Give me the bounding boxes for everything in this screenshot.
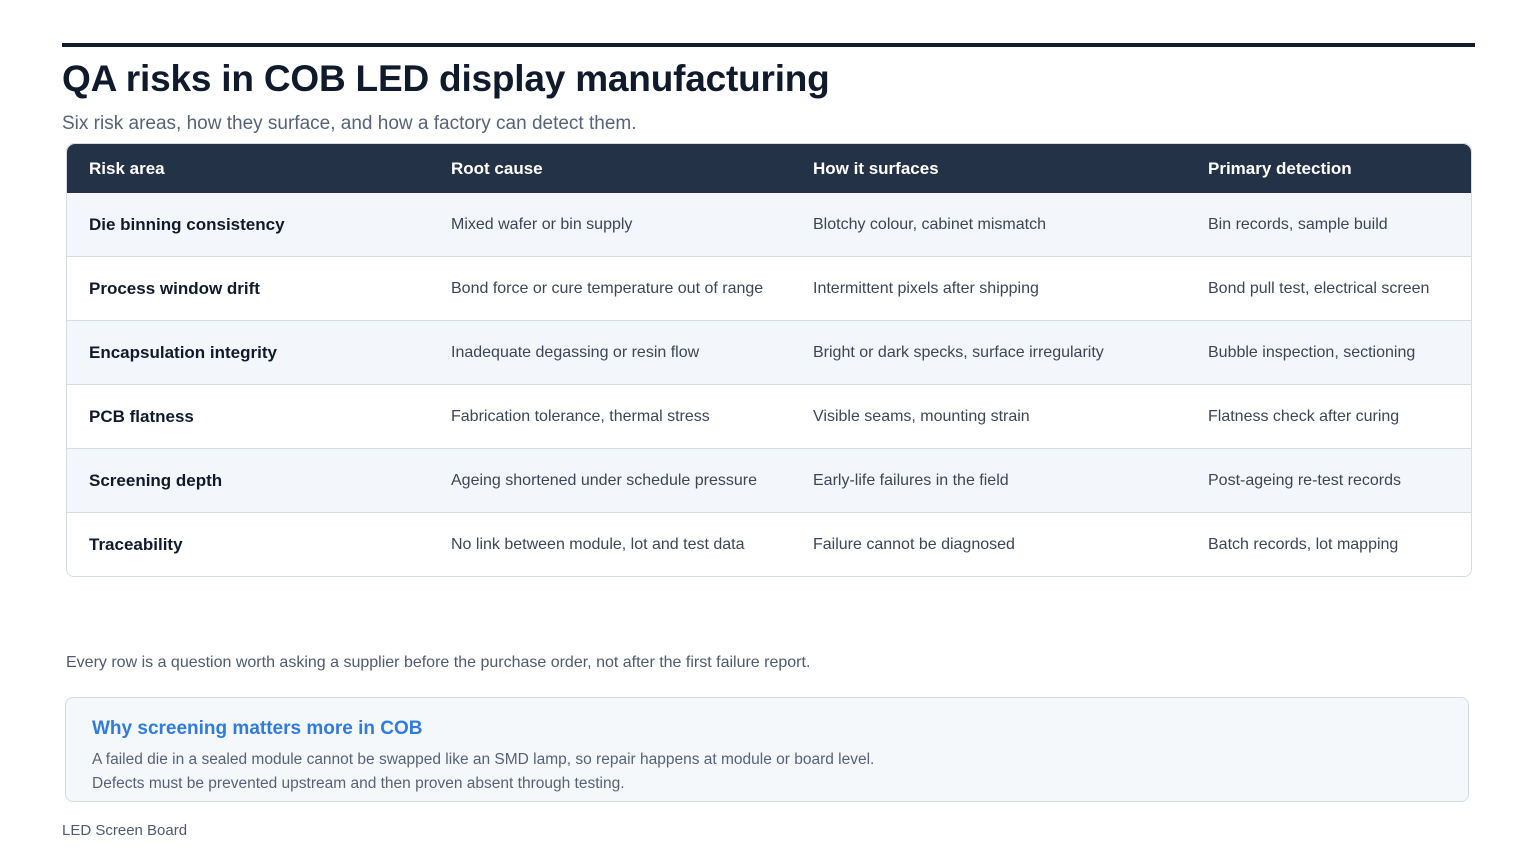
cell-primary-detection: Flatness check after curing	[1208, 407, 1400, 425]
callout-text-line: A failed die in a sealed module cannot b…	[92, 751, 875, 768]
table-row: Screening depth Ageing shortened under s…	[67, 448, 1471, 512]
cell-primary-detection: Bin records, sample build	[1208, 215, 1388, 233]
table-row: Process window drift Bond force or cure …	[67, 256, 1471, 320]
cell-primary-detection: Post-ageing re-test records	[1208, 471, 1401, 489]
cell-risk-area: PCB flatness	[89, 406, 194, 426]
brand-footer: LED Screen Board	[62, 822, 188, 839]
table-row: Die binning consistency Mixed wafer or b…	[67, 193, 1471, 256]
cell-how-it-surfaces: Failure cannot be diagnosed	[813, 535, 1015, 553]
cell-how-it-surfaces: Early-life failures in the field	[813, 471, 1009, 489]
risk-table: Risk area Root cause How it surfaces Pri…	[66, 143, 1472, 577]
table-row: PCB flatness Fabrication tolerance, ther…	[67, 384, 1471, 448]
cell-risk-area: Encapsulation integrity	[89, 342, 277, 362]
cell-root-cause: Inadequate degassing or resin flow	[451, 343, 700, 361]
cell-root-cause: Fabrication tolerance, thermal stress	[451, 407, 710, 425]
table-row: Traceability No link between module, lot…	[67, 512, 1471, 576]
cell-risk-area: Traceability	[89, 534, 183, 554]
column-header-risk-area: Risk area	[89, 158, 165, 178]
top-rule	[62, 43, 1475, 47]
cell-risk-area: Process window drift	[89, 278, 260, 298]
column-header-root-cause: Root cause	[451, 158, 543, 178]
table-row: Encapsulation integrity Inadequate degas…	[67, 320, 1471, 384]
cell-root-cause: Mixed wafer or bin supply	[451, 215, 633, 233]
page-title: QA risks in COB LED display manufacturin…	[62, 58, 830, 99]
cell-risk-area: Screening depth	[89, 470, 223, 490]
table-body: Die binning consistency Mixed wafer or b…	[67, 193, 1471, 576]
column-header-how-it-surfaces: How it surfaces	[813, 158, 939, 178]
callout-box: Why screening matters more in COB A fail…	[65, 697, 1469, 802]
cell-how-it-surfaces: Visible seams, mounting strain	[813, 407, 1030, 425]
cell-risk-area: Die binning consistency	[89, 214, 285, 234]
column-header-primary-detection: Primary detection	[1208, 158, 1352, 178]
cell-primary-detection: Bubble inspection, sectioning	[1208, 343, 1416, 361]
cell-root-cause: Ageing shortened under schedule pressure	[451, 471, 757, 489]
callout-text-line: Defects must be prevented upstream and t…	[92, 775, 625, 792]
cell-primary-detection: Batch records, lot mapping	[1208, 535, 1399, 553]
footnote: Every row is a question worth asking a s…	[66, 654, 811, 671]
cell-root-cause: No link between module, lot and test dat…	[451, 535, 745, 553]
table-header: Risk area Root cause How it surfaces Pri…	[67, 144, 1471, 193]
cell-how-it-surfaces: Bright or dark specks, surface irregular…	[813, 343, 1104, 361]
cell-root-cause: Bond force or cure temperature out of ra…	[451, 279, 764, 297]
cell-how-it-surfaces: Blotchy colour, cabinet mismatch	[813, 215, 1046, 233]
page-subtitle: Six risk areas, how they surface, and ho…	[62, 113, 637, 134]
cell-how-it-surfaces: Intermittent pixels after shipping	[813, 279, 1039, 297]
callout-title: Why screening matters more in COB	[92, 718, 423, 739]
cell-primary-detection: Bond pull test, electrical screen	[1208, 279, 1430, 297]
